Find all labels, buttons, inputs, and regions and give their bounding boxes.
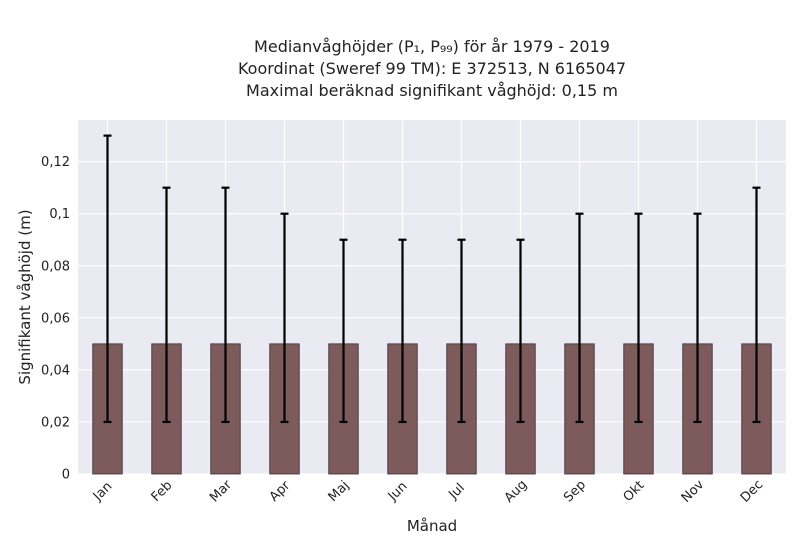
chart-title-line-2: Koordinat (Sweref 99 TM): E 372513, N 61…: [238, 59, 626, 78]
x-tick-label: Mar: [207, 477, 235, 505]
x-tick-label: Dec: [738, 477, 766, 505]
x-tick-label: Jan: [90, 479, 115, 504]
x-axis-label: Månad: [407, 517, 457, 535]
plot-area: [78, 120, 786, 474]
y-axis-label: Signifikant våghöjd (m): [16, 209, 34, 384]
y-tick-label: 0,08: [41, 259, 70, 274]
y-tick-label: 0,12: [41, 155, 70, 170]
y-tick-label: 0,1: [49, 207, 70, 222]
y-tick-label: 0,02: [41, 415, 70, 430]
x-tick-label: Feb: [149, 478, 176, 505]
x-tick-label: Aug: [502, 477, 531, 506]
error-bars-layer: [103, 134, 761, 424]
y-tick-label: 0,04: [41, 363, 70, 378]
y-tick-label: 0,06: [41, 311, 70, 326]
x-tick-label: Jul: [445, 481, 467, 503]
x-tick-label: Jun: [385, 479, 411, 505]
chart-title-line-1: Medianvåghöjder (P₁, P₉₉) för år 1979 - …: [254, 37, 610, 56]
chart-title-line-3: Maximal beräknad signifikant våghöjd: 0,…: [246, 81, 618, 100]
x-tick-label: Sep: [561, 478, 589, 506]
x-tick-label: Okt: [621, 478, 648, 505]
x-tick-labels: Jan Feb Mar Apr Maj Jun Jul Aug Sep Okt Nov Dec: [90, 477, 766, 506]
y-tick-label: 0: [62, 468, 70, 483]
x-tick-label: Nov: [679, 477, 708, 506]
x-tick-label: Maj: [326, 478, 353, 505]
y-tick-labels: 0 0,02 0,04 0,06 0,08 0,1 0,12: [41, 155, 70, 482]
x-tick-label: Apr: [267, 478, 294, 505]
